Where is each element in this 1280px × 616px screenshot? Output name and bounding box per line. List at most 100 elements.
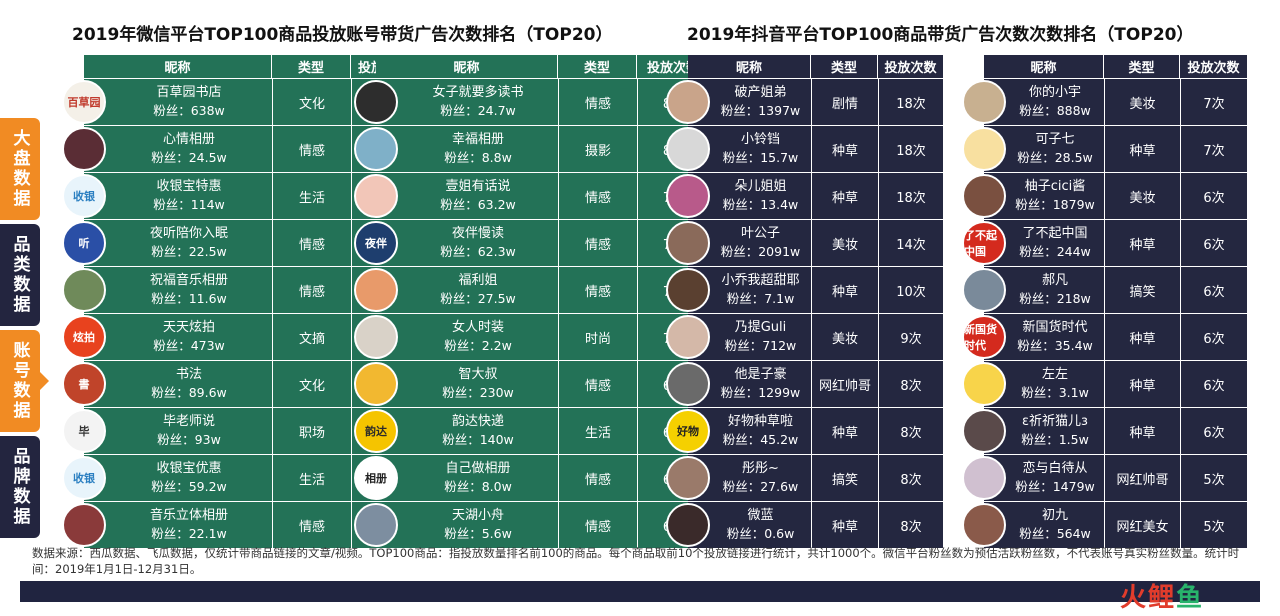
account-info: 幸福相册 粉丝：8.8w [376, 131, 558, 167]
account-fans: 粉丝：1397w [720, 103, 801, 118]
account-cell: 郝凡 粉丝：218w [962, 267, 1104, 313]
account-name: 微蓝 [747, 508, 774, 523]
placement-count: 18次 [878, 126, 943, 172]
header-type: 类型 [558, 55, 637, 78]
table-row[interactable]: 乃提Guli 粉丝：712w 美妆 9次 [666, 314, 943, 360]
account-type: 情感 [558, 361, 637, 407]
table-row[interactable]: 朵儿姐姐 粉丝：13.4w 种草 18次 [666, 173, 943, 219]
account-info: 毕老师说 粉丝：93w [84, 413, 272, 449]
table-row[interactable]: 好物 好物种草啦 粉丝：45.2w 种草 8次 [666, 408, 943, 454]
account-cell: 福利姐 粉丝：27.5w [354, 267, 558, 313]
account-cell: 初九 粉丝：564w [962, 502, 1104, 548]
account-cell: 可子七 粉丝：28.5w [962, 126, 1104, 172]
account-fans: 粉丝：13.4w [722, 197, 799, 212]
account-name: 壹姐有话说 [445, 179, 511, 194]
placement-count: 9次 [878, 314, 943, 360]
account-cell: 祝福音乐相册 粉丝：11.6w [62, 267, 272, 313]
table-row[interactable]: 柚子cici酱 粉丝：1879w 美妆 6次 [962, 173, 1247, 219]
table-row[interactable]: 叶公子 粉丝：2091w 美妆 14次 [666, 220, 943, 266]
account-info: 破产姐弟粉丝：1397w [688, 84, 811, 120]
account-name: 自己做相册 [445, 461, 511, 476]
account-cell: 女子就要多读书 粉丝：24.7w [354, 79, 558, 125]
account-type: 情感 [558, 220, 637, 266]
avatar [962, 456, 1006, 500]
table-row[interactable]: 微蓝 粉丝：0.6w 种草 8次 [666, 502, 943, 548]
account-fans: 粉丝：62.3w [440, 244, 516, 259]
avatar [354, 503, 398, 547]
account-type: 网红帅哥 [811, 361, 878, 407]
account-name: 好物种草啦 [727, 414, 793, 429]
avatar [666, 80, 710, 124]
account-type: 情感 [558, 173, 637, 219]
table-row[interactable]: ε祈祈猫儿з 粉丝：1.5w 种草 6次 [962, 408, 1247, 454]
avatar [962, 503, 1006, 547]
account-fans: 粉丝：7.1w [726, 291, 795, 306]
account-cell: 炫拍 天天炫拍 粉丝：473w [62, 314, 272, 360]
table-row[interactable]: 小乔我超甜耶 粉丝：7.1w 种草 10次 [666, 267, 943, 313]
account-cell: 心情相册 粉丝：24.5w [62, 126, 272, 172]
account-cell: 智大叔 粉丝：230w [354, 361, 558, 407]
account-name: 福利姐 [458, 273, 498, 288]
account-type: 种草 [811, 126, 878, 172]
account-fans: 粉丝：8.0w [444, 479, 512, 494]
table-header: 昵称类型投放次数 [688, 55, 943, 78]
account-info: 朵儿姐姐 粉丝：13.4w [688, 178, 811, 214]
table-row[interactable]: 你的小宇 粉丝：888w 美妆 7次 [962, 79, 1247, 125]
account-name: 小铃铛 [740, 132, 780, 147]
table-row[interactable]: 小铃铛 粉丝：15.7w 种草 18次 [666, 126, 943, 172]
nav-account-data[interactable]: 账号数据 [0, 330, 49, 432]
account-name: 收银宝优惠 [156, 461, 222, 476]
account-name: 破产姐弟 [734, 85, 787, 100]
avatar [962, 362, 1006, 406]
account-cell: 他是子豪 粉丝：1299w [666, 361, 811, 407]
account-fans: 粉丝：1879w [1015, 197, 1095, 212]
placement-count: 14次 [878, 220, 943, 266]
nav-market-data[interactable]: 大盘数据 [0, 118, 40, 220]
account-name: 韵达快递 [451, 414, 504, 429]
placement-count: 5次 [1180, 502, 1247, 548]
account-type: 搞笑 [811, 455, 878, 501]
nav-category-data[interactable]: 品类数据 [0, 224, 40, 326]
table-row[interactable]: 彤彤~ 粉丝：27.6w 搞笑 8次 [666, 455, 943, 501]
account-fans: 粉丝：11.6w [151, 291, 227, 306]
table-row[interactable]: 左左 粉丝：3.1w 种草 6次 [962, 361, 1247, 407]
account-type: 搞笑 [1104, 267, 1180, 313]
account-fans: 粉丝：0.6w [726, 526, 795, 541]
account-cell: 彤彤~ 粉丝：27.6w [666, 455, 811, 501]
account-cell: 左左 粉丝：3.1w [962, 361, 1104, 407]
account-name: 百草园书店 [156, 85, 222, 100]
account-cell: 音乐立体相册 粉丝：22.1w [62, 502, 272, 548]
avatar [666, 503, 710, 547]
account-info: 天湖小舟 粉丝：5.6w [376, 507, 558, 543]
account-info: 壹姐有话说 粉丝：63.2w [376, 178, 558, 214]
account-fans: 粉丝：24.5w [151, 150, 227, 165]
account-info: 夜伴慢读 粉丝：62.3w [376, 225, 558, 261]
table-row[interactable]: 他是子豪 粉丝：1299w 网红帅哥 8次 [666, 361, 943, 407]
avatar [666, 315, 710, 359]
table-row[interactable]: 新国货时代 新国货时代 粉丝：35.4w 种草 6次 [962, 314, 1247, 360]
table-row[interactable]: 了不起中国 了不起中国 粉丝：244w 种草 6次 [962, 220, 1247, 266]
table-row[interactable]: 恋与白待从 粉丝：1479w 网红帅哥 5次 [962, 455, 1247, 501]
avatar: 听 [62, 221, 106, 265]
account-cell: 女人时装 粉丝：2.2w [354, 314, 558, 360]
table-row[interactable]: 破产姐弟 粉丝：1397w 剧情 18次 [666, 79, 943, 125]
avatar: 炫拍 [62, 315, 106, 359]
account-fans: 粉丝：2.2w [444, 338, 512, 353]
account-type: 情感 [272, 220, 351, 266]
table-row[interactable]: 郝凡 粉丝：218w 搞笑 6次 [962, 267, 1247, 313]
account-info: 恋与白待从 粉丝：1479w [984, 460, 1104, 496]
placement-count: 8次 [878, 361, 943, 407]
nav-brand-data[interactable]: 品牌数据 [0, 436, 40, 538]
table-row[interactable]: 可子七 粉丝：28.5w 种草 7次 [962, 126, 1247, 172]
table-row[interactable]: 初九 粉丝：564w 网红美女 5次 [962, 502, 1247, 548]
